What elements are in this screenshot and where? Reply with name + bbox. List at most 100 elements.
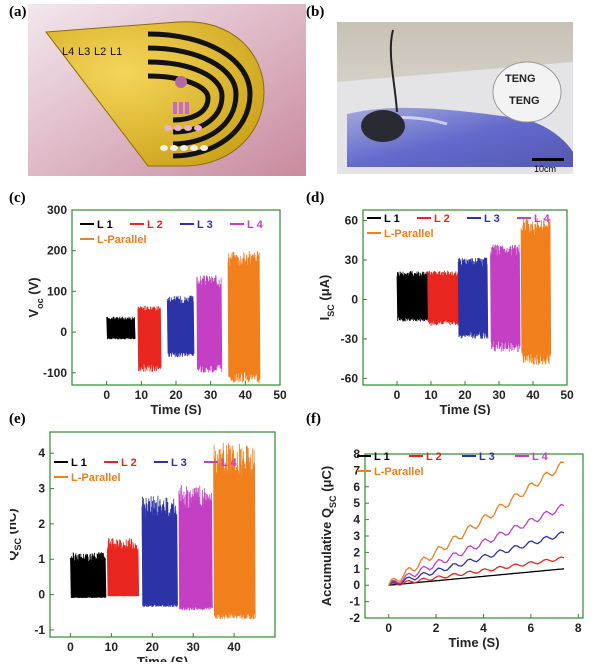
- series-l-3: [141, 495, 178, 607]
- x-tick-label: 2: [433, 621, 440, 635]
- series-l-2: [137, 305, 162, 372]
- panel-label-a: (a): [9, 4, 27, 20]
- y-tick-label: 1: [38, 552, 45, 566]
- series-l-3: [166, 295, 195, 358]
- series-l-1: [388, 568, 565, 586]
- layer-label-l4: L4: [62, 46, 74, 58]
- y-tick-label: 7: [353, 463, 360, 477]
- series-l-parallel: [227, 250, 261, 383]
- x-tick-label: 8: [575, 621, 582, 635]
- series-l-2: [427, 270, 460, 326]
- series-l-2: [388, 556, 565, 586]
- x-tick-label: 30: [187, 640, 201, 654]
- panel-label-d: (d): [306, 190, 325, 206]
- panel-label-f: (f): [306, 411, 321, 427]
- x-tick-label: 40: [239, 388, 253, 402]
- plot-frame: [364, 453, 584, 619]
- x-tick-label: 0: [385, 621, 392, 635]
- y-tick-label: 200: [47, 244, 67, 258]
- x-tick-label: 4: [480, 621, 487, 635]
- legend-label: L 1: [384, 213, 400, 225]
- teng-label-2: TENG: [509, 95, 540, 107]
- x-tick-label: 0: [103, 388, 110, 402]
- chart-qsc: 0 10 20 30 40 -1 0 1 2 3 4 Time (S) QSC (nC) L 1 L 2 L …: [10, 431, 276, 662]
- x-axis-label: Time (S): [448, 635, 499, 650]
- legend-label: L 3: [479, 451, 495, 463]
- layer-label-l1: L1: [110, 46, 122, 58]
- y-tick-label: -1: [349, 595, 360, 609]
- x-tick-label: 20: [458, 388, 472, 402]
- x-tick-label: 40: [227, 640, 241, 654]
- legend-label: L 4: [247, 219, 264, 231]
- chart-accumulative-qsc: 0 2 4 6 8 -2 -1 0 1 2 3 4 5 6 7 8 Time (S) Accumulative Q…: [319, 447, 584, 650]
- x-axis-label: Time (S): [137, 654, 188, 662]
- y-tick-label: 3: [38, 482, 45, 496]
- series-l-4: [490, 244, 521, 353]
- layer-label-l3: L3: [78, 46, 90, 58]
- x-tick-label: 40: [526, 388, 540, 402]
- legend-label: L 2: [434, 213, 450, 225]
- series-l-3: [457, 257, 489, 339]
- series-l-1: [396, 270, 429, 322]
- x-tick-label: 0: [67, 640, 74, 654]
- legend-label: L 3: [484, 213, 500, 225]
- legend-label: L 3: [197, 219, 213, 231]
- scale-bar-label: 10cm: [534, 164, 556, 174]
- legend-label: L 2: [426, 451, 442, 463]
- x-tick-label: 30: [492, 388, 506, 402]
- y-tick-label: 3: [353, 529, 360, 543]
- y-tick-label: 4: [353, 513, 360, 527]
- y-tick-label: 1: [353, 562, 360, 576]
- x-tick-label: 10: [105, 640, 119, 654]
- chart-isc: 0 10 20 30 40 50 -60 -30 0 30 60 Time (S) ISC (μA) L …: [317, 209, 574, 415]
- series-l-1: [70, 552, 107, 599]
- chart-voc: 0 10 20 30 40 50 -100 0 100 200 300 Time (S) Voc (V)…: [26, 203, 287, 415]
- y-tick-label: 30: [345, 253, 359, 267]
- series-l-parallel: [520, 217, 552, 366]
- x-tick-label: 50: [560, 388, 574, 402]
- x-tick-label: 20: [146, 640, 160, 654]
- legend-label: L 3: [171, 457, 187, 469]
- series-l-4: [388, 503, 565, 586]
- x-tick-label: 30: [204, 388, 218, 402]
- y-tick-label: 300: [47, 203, 67, 217]
- panel-label-c: (c): [9, 190, 26, 206]
- x-tick-label: 50: [273, 388, 287, 402]
- x-tick-label: 10: [135, 388, 149, 402]
- y-tick-label: -30: [341, 332, 359, 346]
- layer-label-l2: L2: [94, 46, 106, 58]
- series-l-2: [106, 538, 140, 597]
- y-tick-label: 4: [38, 446, 45, 460]
- legend-label: L 1: [97, 219, 113, 231]
- legend-label: L-Parallel: [374, 466, 424, 478]
- panel-label-b: (b): [306, 4, 325, 20]
- x-tick-label: 10: [424, 388, 438, 402]
- y-tick-label: 0: [60, 325, 67, 339]
- legend-label: L 4: [532, 451, 549, 463]
- legend-label: L-Parallel: [71, 472, 121, 484]
- y-tick-label: 2: [353, 545, 360, 559]
- x-tick-label: 6: [528, 621, 535, 635]
- x-axis-label: Time (S): [439, 402, 490, 415]
- series-l-parallel: [388, 461, 565, 586]
- y-tick-label: 0: [38, 588, 45, 602]
- legend-label: L 2: [121, 457, 137, 469]
- y-tick-label: -2: [349, 611, 360, 625]
- plot-frame: [49, 431, 276, 638]
- y-axis-label: Accumulative QSC (μC): [319, 466, 338, 606]
- series-l-1: [106, 316, 136, 340]
- series-l-4: [196, 275, 223, 373]
- y-tick-label: 0: [353, 578, 360, 592]
- y-tick-label: 60: [345, 214, 359, 228]
- y-tick-label: -100: [43, 366, 67, 380]
- teng-label-1: TENG: [505, 73, 536, 85]
- legend-label: L-Parallel: [97, 234, 147, 246]
- legend-label: L 1: [374, 451, 390, 463]
- y-tick-label: -60: [341, 371, 359, 385]
- photo-device-schematic: L4 L3 L2 L1: [28, 4, 306, 176]
- legend-label: L 1: [71, 457, 87, 469]
- y-axis-label: QSC (nC): [10, 508, 23, 560]
- y-axis-label: Voc (V): [26, 277, 45, 317]
- y-tick-label: 6: [353, 480, 360, 494]
- series-l-parallel: [213, 442, 256, 620]
